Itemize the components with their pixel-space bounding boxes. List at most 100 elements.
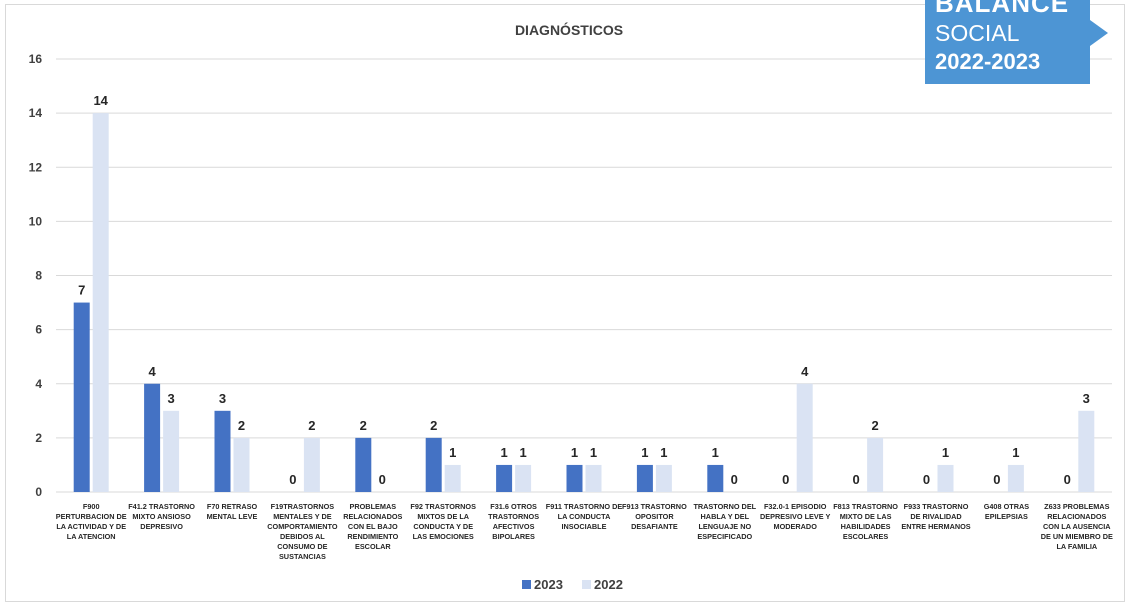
bar-2023-7 bbox=[566, 464, 583, 492]
balance-social-badge: BALANCE SOCIAL 2022-2023 bbox=[925, 0, 1108, 84]
category-label-line: PERTURBACION DE bbox=[56, 512, 127, 521]
category-label-line: PROBLEMAS bbox=[349, 502, 396, 511]
bar-2023-8 bbox=[636, 464, 653, 492]
category-label-line: LA CONDUCTA bbox=[558, 512, 611, 521]
data-label-2022-11: 2 bbox=[871, 418, 878, 433]
data-label-2023-13: 0 bbox=[993, 472, 1000, 487]
legend-label-2022: 2022 bbox=[594, 577, 623, 592]
badge-line3: 2022-2023 bbox=[935, 49, 1041, 74]
category-label-line: AFECTIVOS bbox=[493, 522, 535, 531]
category-label-line: MENTAL LEVE bbox=[207, 512, 258, 521]
legend: 2023 2022 bbox=[522, 577, 623, 592]
y-axis-ticks: 0 2 4 6 8 10 12 14 16 bbox=[29, 52, 43, 499]
category-label-line: F813 TRASTORNO bbox=[833, 502, 898, 511]
category-label-line: CON LA AUSENCIA bbox=[1043, 522, 1111, 531]
bar-2022-6 bbox=[515, 464, 532, 492]
data-label-2022-3: 2 bbox=[308, 418, 315, 433]
data-label-2022-5: 1 bbox=[449, 445, 456, 460]
category-label-line: RELACIONADOS bbox=[1047, 512, 1106, 521]
category-label-line: RELACIONADOS bbox=[343, 512, 402, 521]
y-tick-label: 16 bbox=[29, 52, 43, 66]
bar-2023-0 bbox=[73, 302, 90, 492]
category-label-line: Z633 PROBLEMAS bbox=[1044, 502, 1109, 511]
y-tick-label: 2 bbox=[35, 431, 42, 445]
y-tick-label: 12 bbox=[29, 160, 43, 174]
category-label-line: F911 TRASTORNO DE bbox=[546, 502, 623, 511]
category-label-line: ESPECIFICADO bbox=[697, 532, 752, 541]
category-label-line: CONSUMO DE bbox=[277, 542, 327, 551]
bar-2023-9 bbox=[707, 464, 724, 492]
bar-2022-12 bbox=[937, 464, 954, 492]
data-label-2023-10: 0 bbox=[782, 472, 789, 487]
data-label-2023-14: 0 bbox=[1064, 472, 1071, 487]
category-label-line: F70 RETRASO bbox=[207, 502, 258, 511]
data-label-2023-12: 0 bbox=[923, 472, 930, 487]
category-label-line: MENTALES Y DE bbox=[273, 512, 332, 521]
bar-2022-7 bbox=[585, 464, 602, 492]
category-label-line: F92 TRASTORNOS bbox=[410, 502, 476, 511]
data-label-2023-11: 0 bbox=[852, 472, 859, 487]
bars bbox=[73, 113, 1095, 492]
category-label-line: ENTRE HERMANOS bbox=[901, 522, 970, 531]
category-label-line: CONDUCTA Y DE bbox=[413, 522, 473, 531]
category-label-line: F913 TRASTORNO bbox=[622, 502, 687, 511]
legend-swatch-2023 bbox=[522, 580, 531, 589]
y-tick-label: 14 bbox=[29, 106, 43, 120]
bar-2023-4 bbox=[355, 437, 372, 492]
bar-2023-6 bbox=[496, 464, 513, 492]
category-label-line: F900 bbox=[83, 502, 100, 511]
data-label-2023-6: 1 bbox=[500, 445, 507, 460]
legend-swatch-2022 bbox=[582, 580, 591, 589]
category-label-line: F41.2 TRASTORNO bbox=[128, 502, 195, 511]
y-tick-label: 6 bbox=[35, 323, 42, 337]
chart-title: DIAGNÓSTICOS bbox=[515, 21, 623, 38]
badge-arrow-icon bbox=[1090, 20, 1108, 46]
category-label-line: HABILIDADES bbox=[841, 522, 891, 531]
category-label-line: HABLA Y DEL bbox=[701, 512, 750, 521]
category-label-line: DEPRESIVO bbox=[140, 522, 183, 531]
y-tick-label: 4 bbox=[35, 377, 42, 391]
bar-2023-2 bbox=[214, 410, 231, 492]
badge-line1: BALANCE bbox=[935, 0, 1070, 18]
bar-2023-1 bbox=[144, 383, 161, 492]
category-label-line: DESAFIANTE bbox=[631, 522, 678, 531]
data-label-2023-2: 3 bbox=[219, 391, 226, 406]
bar-2022-11 bbox=[867, 437, 884, 492]
data-label-2022-9: 0 bbox=[731, 472, 738, 487]
bar-2022-10 bbox=[796, 383, 813, 492]
category-label-line: LA FAMILIA bbox=[1056, 542, 1097, 551]
category-label-line: F19TRASTORNOS bbox=[271, 502, 335, 511]
gridlines bbox=[56, 58, 1112, 493]
data-label-2022-8: 1 bbox=[660, 445, 667, 460]
category-label-line: LA ATENCION bbox=[67, 532, 116, 541]
data-label-2022-14: 3 bbox=[1083, 391, 1090, 406]
category-label-line: INSOCIABLE bbox=[562, 522, 607, 531]
category-label-line: TRASTORNO DEL bbox=[693, 502, 756, 511]
data-label-2022-4: 0 bbox=[379, 472, 386, 487]
category-label-line: MIXTO ANSIOSO bbox=[132, 512, 191, 521]
data-label-2022-2: 2 bbox=[238, 418, 245, 433]
category-label-line: F32.0-1 EPISODIO bbox=[764, 502, 827, 511]
category-label-line: CON EL BAJO bbox=[348, 522, 398, 531]
category-label-line: OPOSITOR bbox=[635, 512, 674, 521]
data-label-2023-9: 1 bbox=[712, 445, 719, 460]
bar-2022-0 bbox=[92, 113, 109, 492]
data-label-2023-5: 2 bbox=[430, 418, 437, 433]
category-label-line: DE UN MIEMBRO DE bbox=[1041, 532, 1113, 541]
data-label-2023-3: 0 bbox=[289, 472, 296, 487]
bar-2022-3 bbox=[303, 437, 320, 492]
category-label-line: MIXTO DE LAS bbox=[840, 512, 892, 521]
bar-2022-1 bbox=[163, 410, 180, 492]
bar-2023-5 bbox=[425, 437, 442, 492]
category-label-line: G408 OTRAS bbox=[984, 502, 1030, 511]
bar-2022-13 bbox=[1007, 464, 1024, 492]
data-label-2022-7: 1 bbox=[590, 445, 597, 460]
category-label-line: LA ACTIVIDAD Y DE bbox=[56, 522, 126, 531]
data-label-2023-7: 1 bbox=[571, 445, 578, 460]
y-tick-label: 0 bbox=[35, 485, 42, 499]
category-label-line: ESCOLARES bbox=[843, 532, 889, 541]
data-label-2023-4: 2 bbox=[360, 418, 367, 433]
data-label-2023-0: 7 bbox=[78, 283, 85, 298]
data-label-2022-1: 3 bbox=[167, 391, 174, 406]
